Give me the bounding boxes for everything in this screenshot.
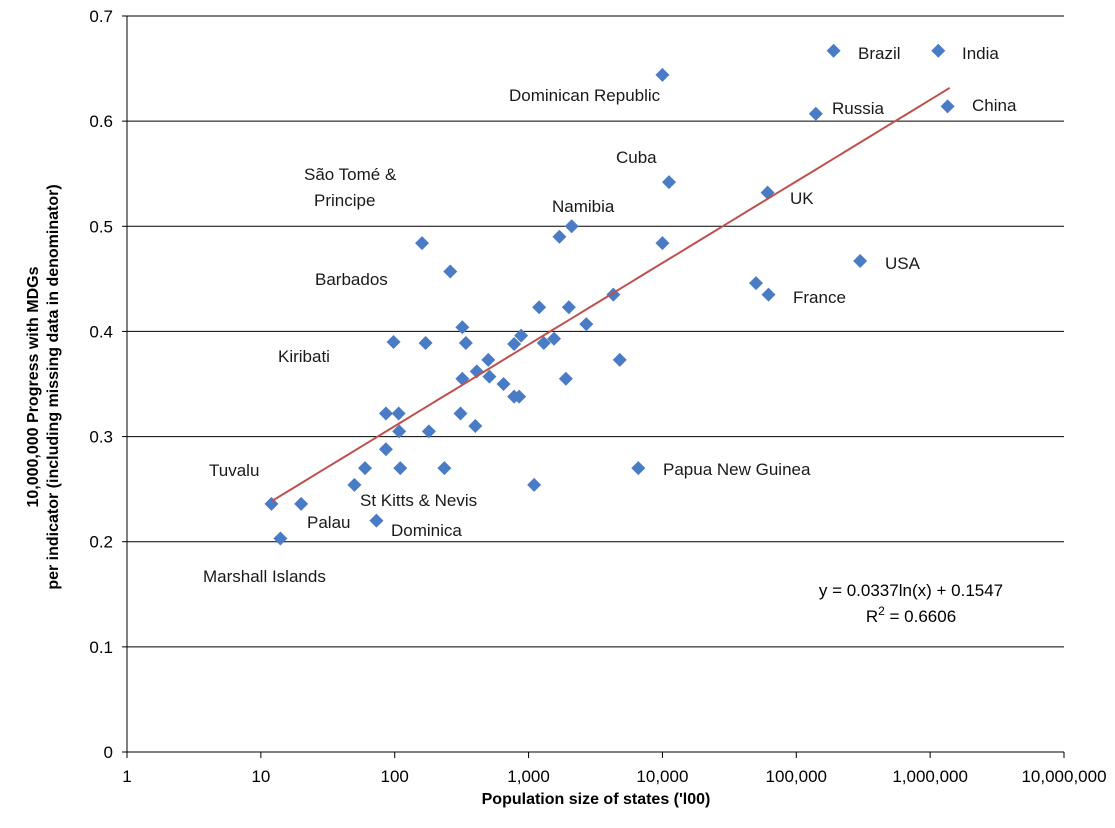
point-label: USA xyxy=(885,254,921,273)
x-tick-label: 10,000,000 xyxy=(1021,767,1106,786)
point-label: Barbados xyxy=(315,270,388,289)
data-point xyxy=(347,477,362,492)
x-tick-label: 1,000 xyxy=(507,767,550,786)
point-label: St Kitts & Nevis xyxy=(360,491,477,510)
data-point xyxy=(655,236,670,251)
data-point xyxy=(536,335,551,350)
data-point xyxy=(273,531,288,546)
data-point xyxy=(468,419,483,434)
data-point xyxy=(458,335,473,350)
data-point xyxy=(443,264,458,279)
data-point xyxy=(527,477,542,492)
point-label: Russia xyxy=(832,99,885,118)
data-point xyxy=(761,287,776,302)
y-axis-title-line1: 10,000,000 Progress with MDGs xyxy=(25,266,42,507)
data-point xyxy=(579,317,594,332)
x-tick-label: 100,000 xyxy=(766,767,827,786)
data-point xyxy=(358,461,373,476)
x-tick-label: 100 xyxy=(381,767,409,786)
data-point xyxy=(532,300,547,315)
point-label: Kiribati xyxy=(278,347,330,366)
data-point xyxy=(507,337,522,352)
data-point xyxy=(612,352,627,367)
point-label: Tuvalu xyxy=(209,461,259,480)
y-tick-label: 0.2 xyxy=(89,533,113,552)
data-point xyxy=(455,371,470,386)
x-tick-labels: 1 10 100 1,000 10,000 100,000 1,000,000 10,000,… xyxy=(122,767,1106,786)
gridlines xyxy=(127,15,1064,648)
r-squared: R2 = 0.6606 xyxy=(866,604,956,626)
x-tick-label: 1,000,000 xyxy=(892,767,968,786)
point-label: China xyxy=(972,96,1017,115)
data-point xyxy=(392,424,407,439)
data-point xyxy=(631,461,646,476)
point-label: Cuba xyxy=(616,148,657,167)
data-point xyxy=(482,369,497,384)
y-tick-label: 0.5 xyxy=(89,217,113,236)
data-point xyxy=(378,406,393,421)
trend-equation: y = 0.0337ln(x) + 0.1547 xyxy=(819,581,1003,600)
data-point xyxy=(655,67,670,82)
point-label: São Tomé & xyxy=(304,165,397,184)
data-point xyxy=(264,496,279,511)
data-point xyxy=(853,253,868,268)
data-point xyxy=(455,320,470,335)
point-label: India xyxy=(962,44,999,63)
x-tick-label: 1 xyxy=(122,767,131,786)
point-labels: Brazil India Dominican Republic Russia China… xyxy=(203,44,1017,586)
data-points xyxy=(264,43,955,546)
point-label: Namibia xyxy=(552,197,615,216)
data-point xyxy=(748,276,763,291)
data-point xyxy=(418,335,433,350)
x-tick-label: 10 xyxy=(251,767,270,786)
trendline xyxy=(270,87,951,503)
data-point xyxy=(662,175,677,190)
point-label: Brazil xyxy=(858,44,901,63)
data-point xyxy=(514,328,529,343)
data-point xyxy=(931,43,946,58)
data-point xyxy=(512,389,527,404)
y-tick-label: 0 xyxy=(104,743,113,762)
data-point xyxy=(415,236,430,251)
data-point xyxy=(481,352,496,367)
axes xyxy=(122,15,1065,758)
point-label: Papua New Guinea xyxy=(663,460,811,479)
y-tick-label: 0.4 xyxy=(89,322,113,341)
x-tick-label: 10,000 xyxy=(636,767,688,786)
point-label: France xyxy=(793,288,846,307)
data-point xyxy=(808,106,823,121)
data-point xyxy=(369,513,384,528)
data-point xyxy=(421,424,436,439)
data-point xyxy=(760,185,775,200)
y-tick-label: 0.6 xyxy=(89,112,113,131)
data-point xyxy=(564,219,579,234)
y-tick-label: 0.3 xyxy=(89,428,113,447)
data-point xyxy=(496,377,511,391)
data-point xyxy=(453,406,468,421)
data-point xyxy=(558,371,573,386)
point-label: Dominican Republic xyxy=(509,86,661,105)
data-point xyxy=(561,300,576,315)
data-point xyxy=(393,461,408,476)
data-point xyxy=(391,406,406,421)
y-tick-labels: 0 0.1 0.2 0.3 0.4 0.5 0.6 0.7 xyxy=(89,7,113,762)
data-point xyxy=(547,331,562,346)
data-point xyxy=(940,99,955,114)
point-label: Palau xyxy=(307,513,350,532)
data-point xyxy=(437,461,452,476)
y-tick-label: 0.1 xyxy=(89,638,113,657)
y-tick-label: 0.7 xyxy=(89,7,113,26)
data-point xyxy=(552,229,567,244)
y-axis-title-line2: per indicator (including missing data in… xyxy=(45,184,62,589)
point-label: Principe xyxy=(314,191,375,210)
data-point xyxy=(294,496,309,511)
data-point xyxy=(378,442,393,457)
point-label: Dominica xyxy=(391,521,462,540)
point-label: UK xyxy=(790,189,814,208)
data-point xyxy=(826,43,841,58)
data-point xyxy=(386,334,401,349)
point-label: Marshall Islands xyxy=(203,567,326,586)
x-axis-title: Population size of states ('l00) xyxy=(482,791,711,808)
